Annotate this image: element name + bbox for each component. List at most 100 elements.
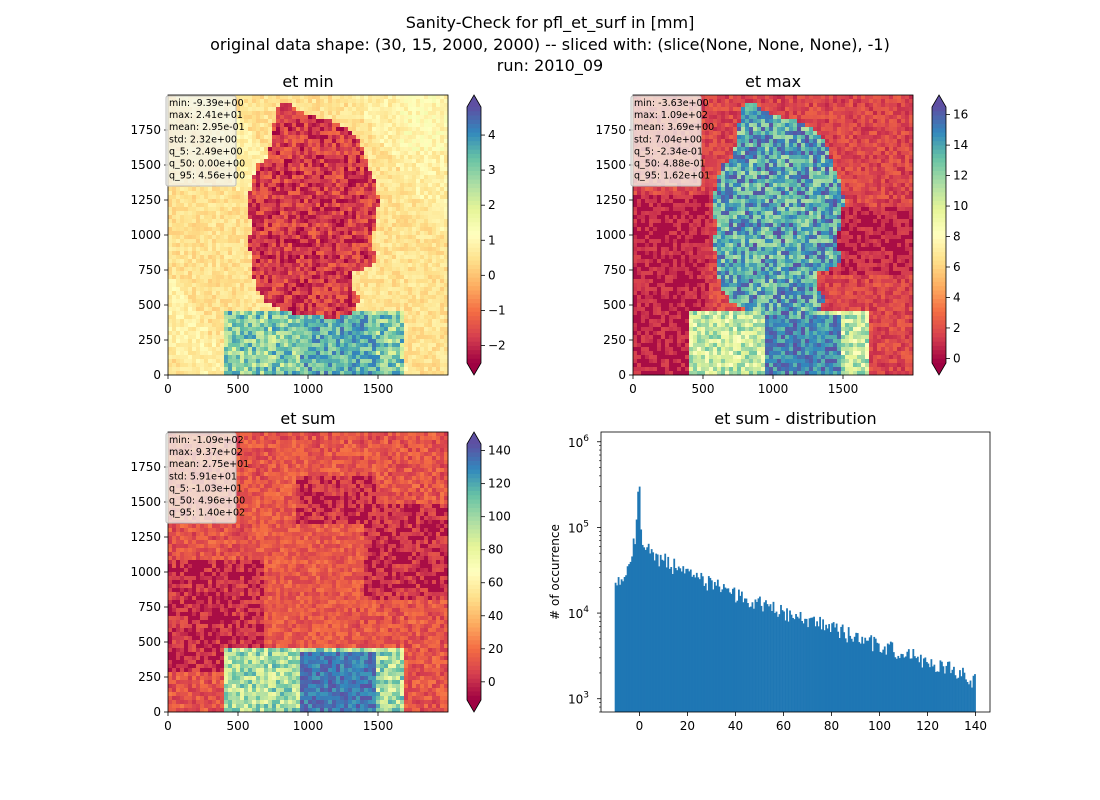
heatmap-cell [380, 291, 385, 296]
heatmap-cell [368, 219, 373, 224]
heatmap-cell [268, 315, 273, 320]
heatmap-cell [236, 219, 241, 224]
heatmap-cell [180, 275, 185, 280]
heatmap-cell [348, 259, 353, 264]
heatmap-cell [176, 355, 181, 360]
heatmap-cell [248, 363, 253, 368]
heatmap-cell [324, 131, 329, 136]
heatmap-cell [324, 163, 329, 168]
heatmap-cell [300, 339, 305, 344]
heatmap-cell [332, 135, 337, 140]
heatmap-cell [352, 311, 357, 316]
heatmap-cell [428, 307, 433, 312]
heatmap-cell [416, 227, 421, 232]
heatmap-cell [368, 279, 373, 284]
heatmap-cell [308, 223, 313, 228]
heatmap-cell [376, 159, 381, 164]
heatmap-cell [188, 255, 193, 260]
heatmap-cell [364, 307, 369, 312]
heatmap-cell [284, 111, 289, 116]
heatmap-cell [336, 199, 341, 204]
heatmap-cell [204, 219, 209, 224]
heatmap-cell [328, 163, 333, 168]
heatmap-cell [280, 363, 285, 368]
heatmap-cell [240, 107, 245, 112]
heatmap-cell [284, 243, 289, 248]
heatmap-cell [308, 287, 313, 292]
heatmap-cell [408, 255, 413, 260]
heatmap-cell [316, 299, 321, 304]
heatmap-cell [412, 287, 417, 292]
heatmap-cell [300, 151, 305, 156]
heatmap-cell [384, 171, 389, 176]
heatmap-cell [264, 267, 269, 272]
heatmap-cell [328, 227, 333, 232]
heatmap-cell [212, 255, 217, 260]
heatmap-cell [336, 99, 341, 104]
heatmap-cell [264, 359, 269, 364]
heatmap-cell [344, 119, 349, 124]
heatmap-cell [204, 271, 209, 276]
heatmap-cell [376, 331, 381, 336]
heatmap-cell [312, 215, 317, 220]
heatmap-cell [260, 287, 265, 292]
heatmap-cell [432, 275, 437, 280]
heatmap-cell [276, 359, 281, 364]
heatmap-cell [264, 119, 269, 124]
heatmap-cell [440, 111, 445, 116]
heatmap-cell [432, 119, 437, 124]
heatmap-cell [432, 323, 437, 328]
heatmap-cell [420, 343, 425, 348]
heatmap-cell [184, 319, 189, 324]
heatmap-cell [340, 367, 345, 372]
heatmap-cell [420, 331, 425, 336]
heatmap-cell [356, 283, 361, 288]
heatmap-cell [256, 359, 261, 364]
heatmap-cell [248, 219, 253, 224]
heatmap-cell [348, 339, 353, 344]
heatmap-cell [276, 215, 281, 220]
heatmap-cell [348, 343, 353, 348]
heatmap-cell [252, 339, 257, 344]
heatmap-cell [400, 95, 405, 100]
heatmap-cell [348, 367, 353, 372]
heatmap-cell [280, 295, 285, 300]
heatmap-cell [392, 351, 397, 356]
heatmap-cell [280, 347, 285, 352]
heatmap-cell [324, 327, 329, 332]
heatmap-cell [372, 163, 377, 168]
heatmap-cell [356, 135, 361, 140]
heatmap-cell [256, 335, 261, 340]
heatmap-cell [276, 355, 281, 360]
heatmap-cell [188, 243, 193, 248]
heatmap-cell [372, 167, 377, 172]
heatmap-cell [412, 351, 417, 356]
heatmap-cell [236, 355, 241, 360]
heatmap-cell [356, 143, 361, 148]
heatmap-cell [192, 295, 197, 300]
heatmap-cell [256, 159, 261, 164]
heatmap-cell [288, 303, 293, 308]
heatmap-cell [344, 111, 349, 116]
heatmap-cell [304, 191, 309, 196]
heatmap-cell [260, 175, 265, 180]
heatmap-cell [372, 367, 377, 372]
heatmap-cell [356, 323, 361, 328]
heatmap-cell [244, 167, 249, 172]
heatmap-cell [236, 343, 241, 348]
heatmap-cell [276, 335, 281, 340]
heatmap-cell [440, 183, 445, 188]
heatmap-cell [444, 263, 449, 268]
heatmap-cell [192, 279, 197, 284]
heatmap-cell [436, 343, 441, 348]
heatmap-cell [268, 175, 273, 180]
heatmap-cell [296, 187, 301, 192]
heatmap-cell [168, 307, 173, 312]
heatmap-cell [212, 247, 217, 252]
heatmap-cell [244, 295, 249, 300]
heatmap-cell [244, 227, 249, 232]
heatmap-cell [244, 111, 249, 116]
heatmap-cell [252, 283, 257, 288]
heatmap-cell [280, 107, 285, 112]
heatmap-cell [372, 243, 377, 248]
